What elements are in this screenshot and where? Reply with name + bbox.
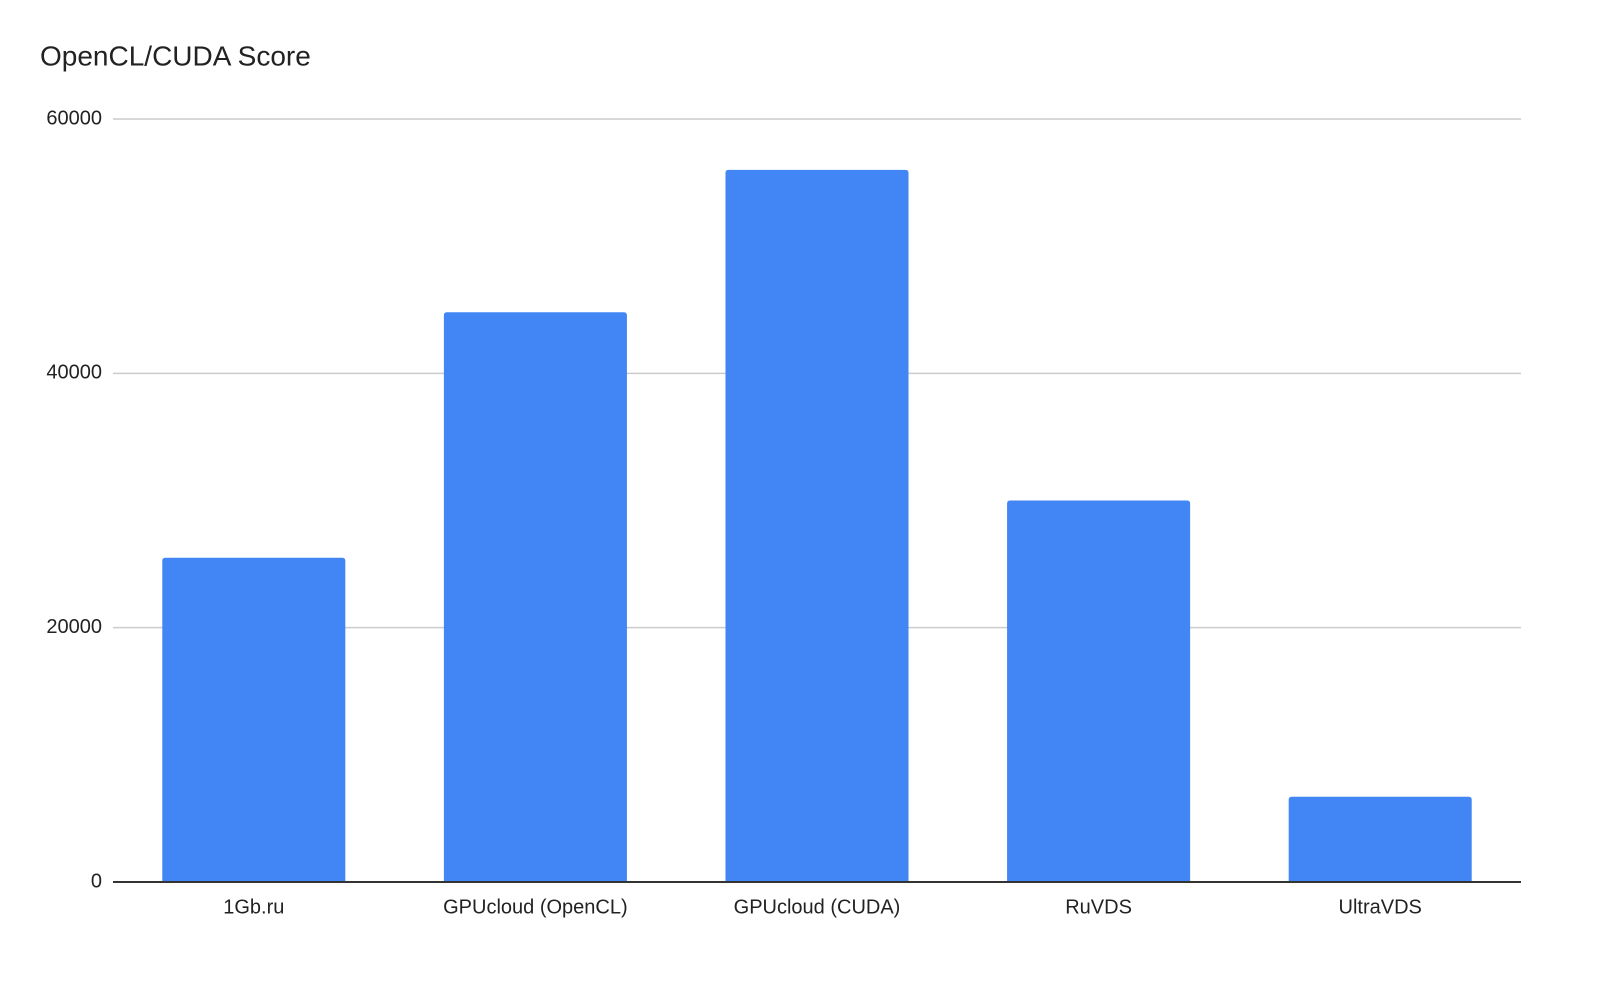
y-tick-label: 60000 [46,107,102,129]
y-tick-label: 0 [91,870,102,892]
y-tick-label: 40000 [46,362,102,384]
x-tick-label: 1Gb.ru [223,896,284,918]
x-tick-label: RuVDS [1065,896,1132,918]
x-tick-label: UltraVDS [1339,896,1422,918]
bar [162,557,346,882]
chart-title: OpenCL/CUDA Score [40,40,311,71]
x-tick-label: GPUcloud (OpenCL) [443,896,628,918]
bar [725,169,909,882]
x-tick-label: GPUcloud (CUDA) [734,896,901,918]
bar [1007,500,1191,882]
bar [1288,796,1472,882]
y-tick-label: 20000 [46,616,102,638]
bar [443,312,627,882]
